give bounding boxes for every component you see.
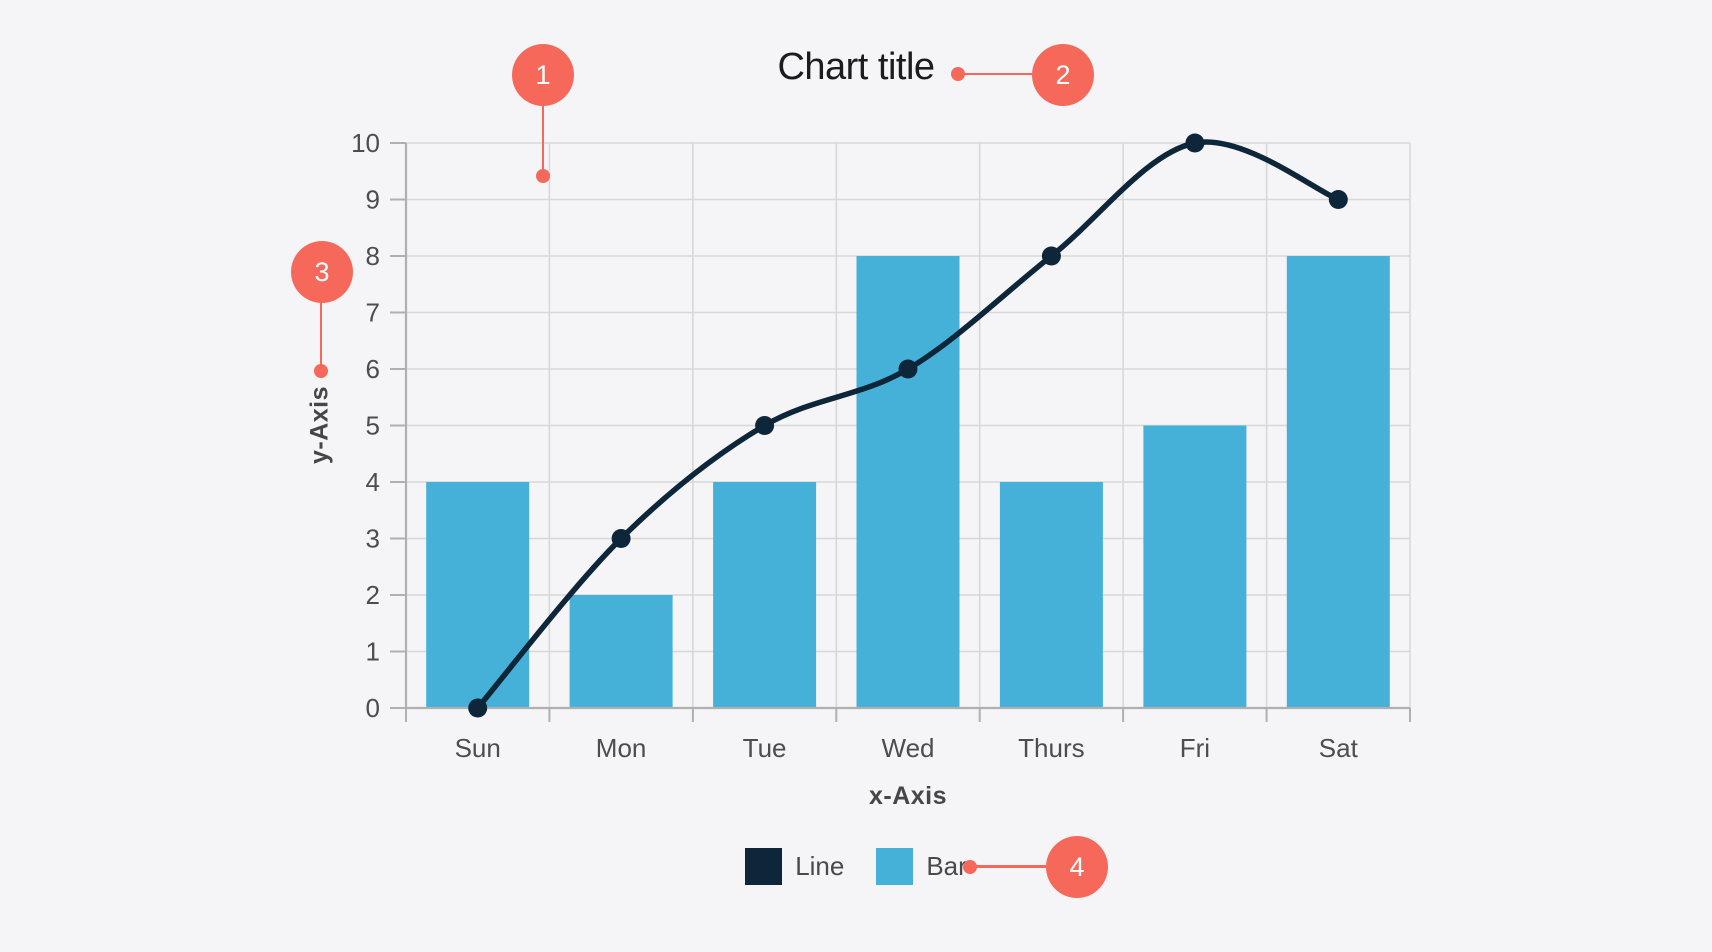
bar-tue[interactable] [713, 482, 817, 708]
line-series-swatch [745, 848, 783, 885]
y-tick-label: 7 [366, 298, 380, 328]
x-tick-label: Mon [596, 733, 647, 763]
annotation-badge-3[interactable]: 3 [291, 241, 353, 303]
x-tick-label: Thurs [1018, 733, 1084, 763]
y-tick-label: 5 [366, 411, 380, 441]
x-tick-label: Sun [455, 733, 501, 763]
x-tick-label: Sat [1319, 733, 1359, 763]
x-axis-title: x-Axis [868, 782, 948, 810]
y-axis-title: y-Axis [305, 385, 334, 465]
line-point-sat[interactable] [1328, 190, 1348, 209]
badge-1-connector-line [541, 106, 544, 172]
annotation-badge-2[interactable]: 2 [1032, 44, 1094, 106]
y-tick-label: 1 [366, 637, 380, 667]
line-point-mon[interactable] [611, 529, 631, 548]
badge-1-connector-dot [536, 169, 550, 183]
badge-3-connector-dot [314, 364, 328, 378]
bar-mon[interactable] [569, 595, 673, 708]
y-tick-label: 9 [366, 185, 380, 215]
legend-label-bar: Bar [926, 851, 967, 881]
x-tick-label: Fri [1180, 733, 1210, 763]
y-tick-label: 8 [366, 241, 380, 271]
annotation-badge-4[interactable]: 4 [1046, 836, 1108, 898]
legend: Line Bar [0, 848, 1712, 885]
bar-sun[interactable] [426, 482, 530, 708]
x-tick-label: Tue [743, 733, 787, 763]
line-point-thurs[interactable] [1041, 246, 1061, 266]
line-point-wed[interactable] [898, 359, 918, 379]
bar-wed[interactable] [856, 256, 960, 708]
badge-4-connector-line [974, 865, 1046, 868]
y-tick-label: 4 [366, 467, 380, 497]
legend-item-bar[interactable]: Bar [876, 848, 967, 885]
bar-sat[interactable] [1286, 256, 1390, 708]
badge-3-connector-line [319, 303, 323, 365]
badge-2-connector-line [962, 72, 1032, 76]
y-tick-label: 10 [351, 128, 380, 158]
y-tick-label: 2 [366, 580, 380, 610]
legend-item-line[interactable]: Line [745, 848, 844, 885]
y-tick-label: 3 [366, 524, 380, 554]
y-tick-label: 6 [366, 354, 380, 384]
line-point-sun[interactable] [468, 698, 488, 718]
badge-4-connector-dot [963, 859, 977, 874]
line-point-fri[interactable] [1185, 133, 1205, 153]
legend-label-line: Line [795, 851, 845, 881]
badge-2-connector-dot [951, 67, 965, 81]
chart-title: Chart title [777, 46, 935, 88]
bar-thurs[interactable] [999, 482, 1103, 708]
bar-fri[interactable] [1143, 425, 1247, 709]
y-tick-label: 0 [366, 693, 380, 723]
line-point-tue[interactable] [755, 416, 775, 435]
annotation-badge-1[interactable]: 1 [512, 44, 574, 106]
x-tick-label: Wed [882, 733, 935, 763]
bar-series-swatch [876, 848, 914, 885]
